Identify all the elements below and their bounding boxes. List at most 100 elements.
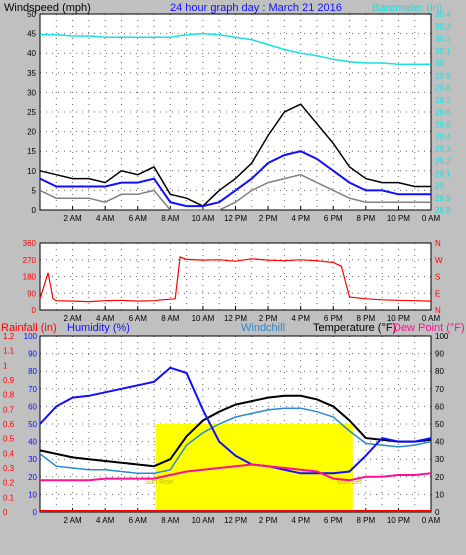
x-tick-label: 6 PM [324,516,343,525]
barometer-axis-label: Barometer (in) [372,2,442,14]
x-tick-label: 12 PM [224,214,247,223]
barometer-tick-label: 29.8 [435,84,451,93]
rainfall-tick-label: 0.6 [3,420,15,429]
wind-direction-x-ticks: 2 AM 4 AM 6 AM 8 AM 10 AM 12 PM 2 PM 4 PM 6 PM 8 … [63,306,440,323]
sunset-label: Sun Set [337,479,362,486]
humidity-axis-ticks: 0 10 20 30 40 50 60 70 80 90 100 [24,332,38,517]
chart-title: 24 hour graph day : March 21 2016 [170,2,342,14]
x-tick-label: 8 AM [161,516,180,525]
barometer-axis-ticks: 28.8 28.9 29 29.1 29.2 29.3 29.4 29.5 29.6 29.7 29… [435,10,451,215]
windspeed-tick-label: 30 [27,88,36,97]
rainfall-tick-label: 0.4 [3,449,15,458]
rainfall-tick-label: 0.1 [3,493,15,502]
barometer-tick-label: 30.2 [435,35,451,44]
windspeed-tick-label: 40 [27,49,36,58]
x-tick-label: 10 PM [387,516,410,525]
barometer-tick-label: 29.1 [435,169,451,178]
rainfall-tick-label: 0.9 [3,376,15,385]
humidity-line [39,366,432,475]
temperature-tick-label: 80 [435,367,444,376]
wind-direction-plot-area [39,242,432,311]
windspeed-tick-label: 5 [32,186,37,195]
compass-tick-label: W [435,256,443,265]
rainfall-tick-label: 1.1 [3,347,15,356]
barometer-tick-label: 29.5 [435,120,451,129]
solar-radiation-bar [155,424,353,512]
rainfall-tick-label: 0.3 [3,464,15,473]
x-tick-label: 6 AM [129,214,148,223]
x-tick-label: 4 AM [96,214,115,223]
barometer-tick-label: 28.9 [435,194,451,203]
x-tick-label: 0 AM [422,314,441,323]
temperature-tick-label: 90 [435,350,444,359]
degree-tick-label: 270 [23,256,37,265]
wind-min-line [39,173,431,211]
temperature-tick-label: 100 [435,332,449,341]
humidity-tick-label: 30 [28,455,37,464]
wind-average-line [39,150,431,208]
x-tick-label: 10 AM [192,314,215,323]
x-tick-label: 4 PM [291,516,310,525]
dewpoint-axis-label: Dew Point (°F) [393,322,465,334]
humidity-tick-label: 60 [28,402,37,411]
x-tick-label: 0 AM [422,214,441,223]
x-tick-label: 8 AM [161,314,180,323]
wind-baro-x-ticks: 2 AM 4 AM 6 AM 8 AM 10 AM 12 PM 2 PM 4 PM 6 PM 8 … [63,206,440,223]
humidity-tick-label: 40 [28,438,37,447]
compass-tick-label: E [435,289,440,298]
humidity-axis-label: Humidity (%) [67,322,130,334]
x-tick-label: 4 PM [291,214,310,223]
humidity-tick-label: 0 [33,508,38,517]
x-tick-label: 8 PM [356,214,375,223]
x-tick-label: 2 PM [259,314,278,323]
x-tick-label: 8 PM [356,516,375,525]
rainfall-tick-label: 0.7 [3,405,15,414]
temperature-tick-label: 70 [435,385,444,394]
x-tick-label: 10 AM [192,516,215,525]
x-tick-label: 4 AM [96,314,115,323]
wind-baro-plot-area [39,13,432,211]
x-tick-label: 10 PM [387,314,410,323]
wind-gust-line [39,103,431,208]
x-tick-label: 2 AM [63,516,82,525]
x-tick-label: 12 PM [224,516,247,525]
barometer-tick-label: 30 [435,59,444,68]
x-tick-label: 2 AM [63,314,82,323]
windspeed-tick-label: 50 [27,10,36,19]
humidity-tick-label: 100 [24,332,38,341]
x-tick-label: 0 AM [422,516,441,525]
compass-tick-label: N [435,306,441,315]
rainfall-tick-label: 0.2 [3,479,15,488]
rainfall-axis-ticks: 0 0.1 0.2 0.3 0.4 0.5 0.6 0.7 0.8 0.9 1 1.1 1.2 [3,332,15,517]
barometer-tick-label: 30.1 [435,47,451,56]
windchill-label: Windchill [241,322,285,334]
temperature-tick-label: 50 [435,420,444,429]
windspeed-axis-ticks: 0 5 10 15 20 25 30 35 40 45 50 [27,10,36,215]
temperature-line [39,394,432,468]
barometer-tick-label: 28.8 [435,206,451,215]
windspeed-tick-label: 10 [27,167,36,176]
x-tick-label: 6 AM [129,516,148,525]
temperature-tick-label: 20 [435,473,444,482]
wind-direction-line [39,256,432,303]
degree-tick-label: 180 [23,273,37,282]
degree-tick-label: 0 [32,306,37,315]
barometer-tick-label: 29.7 [435,96,451,105]
x-tick-label: 2 PM [259,516,278,525]
wind-baro-series [39,32,431,211]
windspeed-axis-label: Windspeed (mph) [4,2,91,14]
temperature-tick-label: 10 [435,490,444,499]
temperature-axis-label: Temperature (°F) [313,322,396,334]
x-tick-label: 4 PM [291,314,310,323]
humidity-tick-label: 70 [28,385,37,394]
x-tick-label: 10 PM [387,214,410,223]
windspeed-tick-label: 20 [27,128,36,137]
wind-direction-degree-ticks: 0 90 180 270 360 [23,239,37,315]
temperature-tick-label: 40 [435,438,444,447]
x-tick-label: 2 PM [259,214,278,223]
temperature-tick-label: 30 [435,455,444,464]
rainfall-tick-label: 1 [3,361,8,370]
x-tick-label: 6 AM [129,314,148,323]
humidity-tick-label: 20 [28,473,37,482]
